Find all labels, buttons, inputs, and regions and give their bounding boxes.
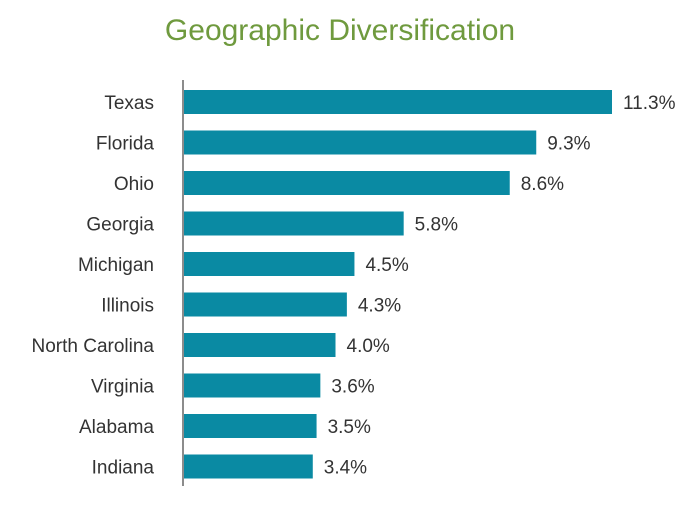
value-label: 8.6% — [521, 174, 564, 195]
category-label: Indiana — [92, 458, 155, 479]
value-label: 4.3% — [358, 296, 401, 317]
value-label: 3.4% — [324, 458, 367, 479]
value-label: 3.5% — [328, 417, 371, 438]
bar-virginia — [184, 373, 321, 398]
bar-illinois — [184, 292, 347, 317]
category-label: Michigan — [78, 255, 154, 276]
category-label: North Carolina — [32, 336, 155, 357]
bar-georgia — [184, 211, 404, 236]
bar-michigan — [184, 252, 355, 276]
value-label: 4.0% — [347, 336, 390, 357]
bar-texas — [184, 90, 612, 114]
value-label: 5.8% — [415, 215, 458, 236]
bar-ohio — [184, 171, 510, 195]
value-label: 9.3% — [547, 134, 590, 155]
category-label: Florida — [96, 134, 155, 155]
category-label: Illinois — [101, 296, 154, 317]
category-label: Ohio — [114, 174, 154, 195]
bar-alabama — [184, 414, 317, 438]
value-label: 11.3% — [623, 93, 676, 114]
bar-florida — [184, 130, 537, 155]
bar-north-carolina — [184, 333, 336, 357]
chart-title: Geographic Diversification — [164, 14, 516, 47]
value-label: 4.5% — [365, 255, 408, 276]
category-label: Georgia — [86, 215, 154, 236]
value-label: 3.6% — [331, 377, 374, 398]
category-label: Alabama — [79, 417, 154, 438]
category-label: Texas — [104, 93, 154, 114]
bar-indiana — [184, 454, 313, 479]
category-label: Virginia — [91, 377, 154, 398]
